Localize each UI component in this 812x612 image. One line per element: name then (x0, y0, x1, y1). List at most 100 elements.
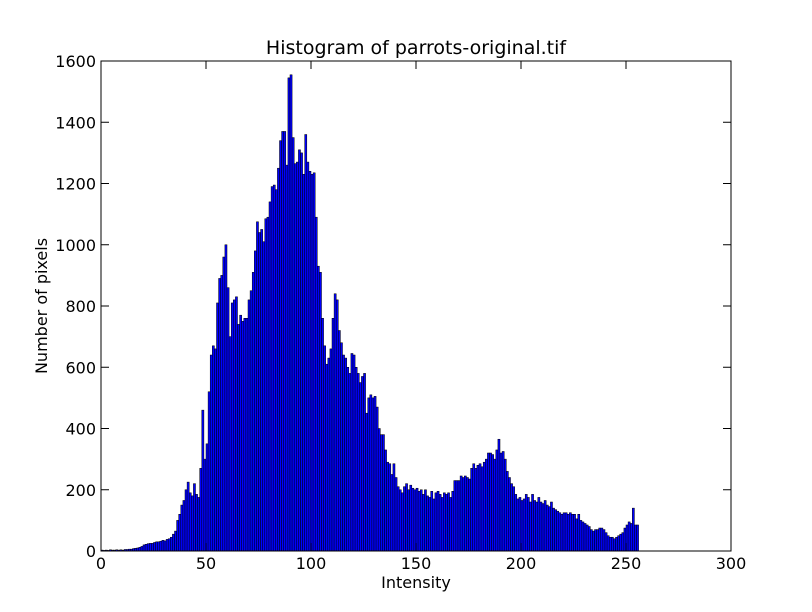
bar (344, 357, 347, 552)
bar (548, 506, 551, 552)
bar (338, 330, 341, 552)
bar (237, 324, 240, 552)
bar (577, 514, 581, 552)
bar (545, 504, 549, 552)
bar (417, 491, 421, 552)
x-tick-label: 200 (506, 554, 537, 573)
bar (268, 201, 272, 552)
bar (415, 487, 419, 552)
bar (354, 367, 358, 552)
bar (138, 547, 142, 552)
y-tick-label: 800 (65, 297, 96, 316)
chart-title: Histogram of parrots-original.tif (266, 37, 567, 59)
bar (512, 486, 515, 552)
bar (163, 540, 167, 552)
bar (583, 523, 587, 552)
bar (461, 477, 465, 552)
bar (180, 504, 184, 552)
bar (256, 221, 259, 552)
bar (491, 454, 494, 552)
bar (438, 494, 442, 552)
bar (264, 218, 268, 552)
bar (485, 458, 488, 552)
bar (590, 529, 593, 552)
bar (325, 363, 329, 552)
bar (613, 538, 616, 552)
bar (426, 495, 429, 552)
bar (247, 299, 251, 552)
bar (285, 164, 289, 552)
bar (329, 348, 333, 552)
bar (155, 541, 158, 552)
bar (617, 535, 620, 552)
bar (340, 342, 343, 552)
bar (222, 256, 226, 552)
bar (235, 296, 238, 552)
bar (233, 299, 236, 552)
bar (390, 474, 394, 552)
bar (239, 314, 242, 552)
bar (373, 396, 377, 552)
bar (527, 497, 530, 552)
bar (535, 501, 539, 552)
bar (468, 478, 471, 552)
y-tick-label: 200 (65, 481, 96, 500)
bar (283, 131, 287, 552)
bar (489, 452, 492, 552)
bar (342, 354, 345, 552)
bar (510, 483, 513, 552)
bar (556, 510, 560, 552)
bar (224, 244, 228, 552)
bar (440, 497, 444, 552)
bar (386, 461, 389, 552)
y-tick-label: 0 (86, 542, 96, 561)
bar (170, 536, 173, 552)
bar (317, 265, 320, 552)
bar (602, 529, 606, 552)
bar (470, 468, 473, 552)
bar (629, 523, 633, 552)
bar (178, 514, 182, 552)
bar (199, 468, 203, 552)
bar (497, 438, 501, 552)
bar (585, 524, 589, 552)
bar (407, 489, 410, 552)
bar (306, 161, 310, 552)
bar (518, 497, 522, 552)
bar (392, 463, 396, 552)
y-tick-label: 1000 (55, 236, 96, 255)
bar (543, 500, 547, 552)
bar (560, 514, 564, 552)
x-tick-label: 300 (716, 554, 747, 573)
bar (195, 494, 198, 552)
bar (241, 321, 245, 552)
bar (262, 241, 266, 552)
bar (335, 299, 339, 552)
bar (466, 477, 469, 552)
bar (554, 509, 557, 552)
bar (608, 536, 612, 552)
bar (581, 521, 585, 552)
bar (627, 521, 631, 552)
bar (207, 391, 211, 552)
bar (493, 458, 497, 552)
bar (251, 272, 255, 552)
bar (289, 74, 293, 552)
bar (611, 536, 614, 552)
x-tick-label: 250 (611, 554, 642, 573)
bar (531, 494, 534, 552)
bar (394, 477, 398, 552)
bar (193, 483, 196, 552)
bar (365, 412, 368, 552)
bar (201, 409, 205, 552)
bar (636, 524, 639, 552)
bar (579, 520, 583, 552)
bar (403, 486, 406, 552)
y-tick-label: 600 (65, 358, 96, 377)
bar (157, 541, 161, 552)
bar (447, 492, 450, 552)
bar (405, 483, 408, 552)
bar (508, 477, 511, 552)
bar (149, 543, 152, 552)
